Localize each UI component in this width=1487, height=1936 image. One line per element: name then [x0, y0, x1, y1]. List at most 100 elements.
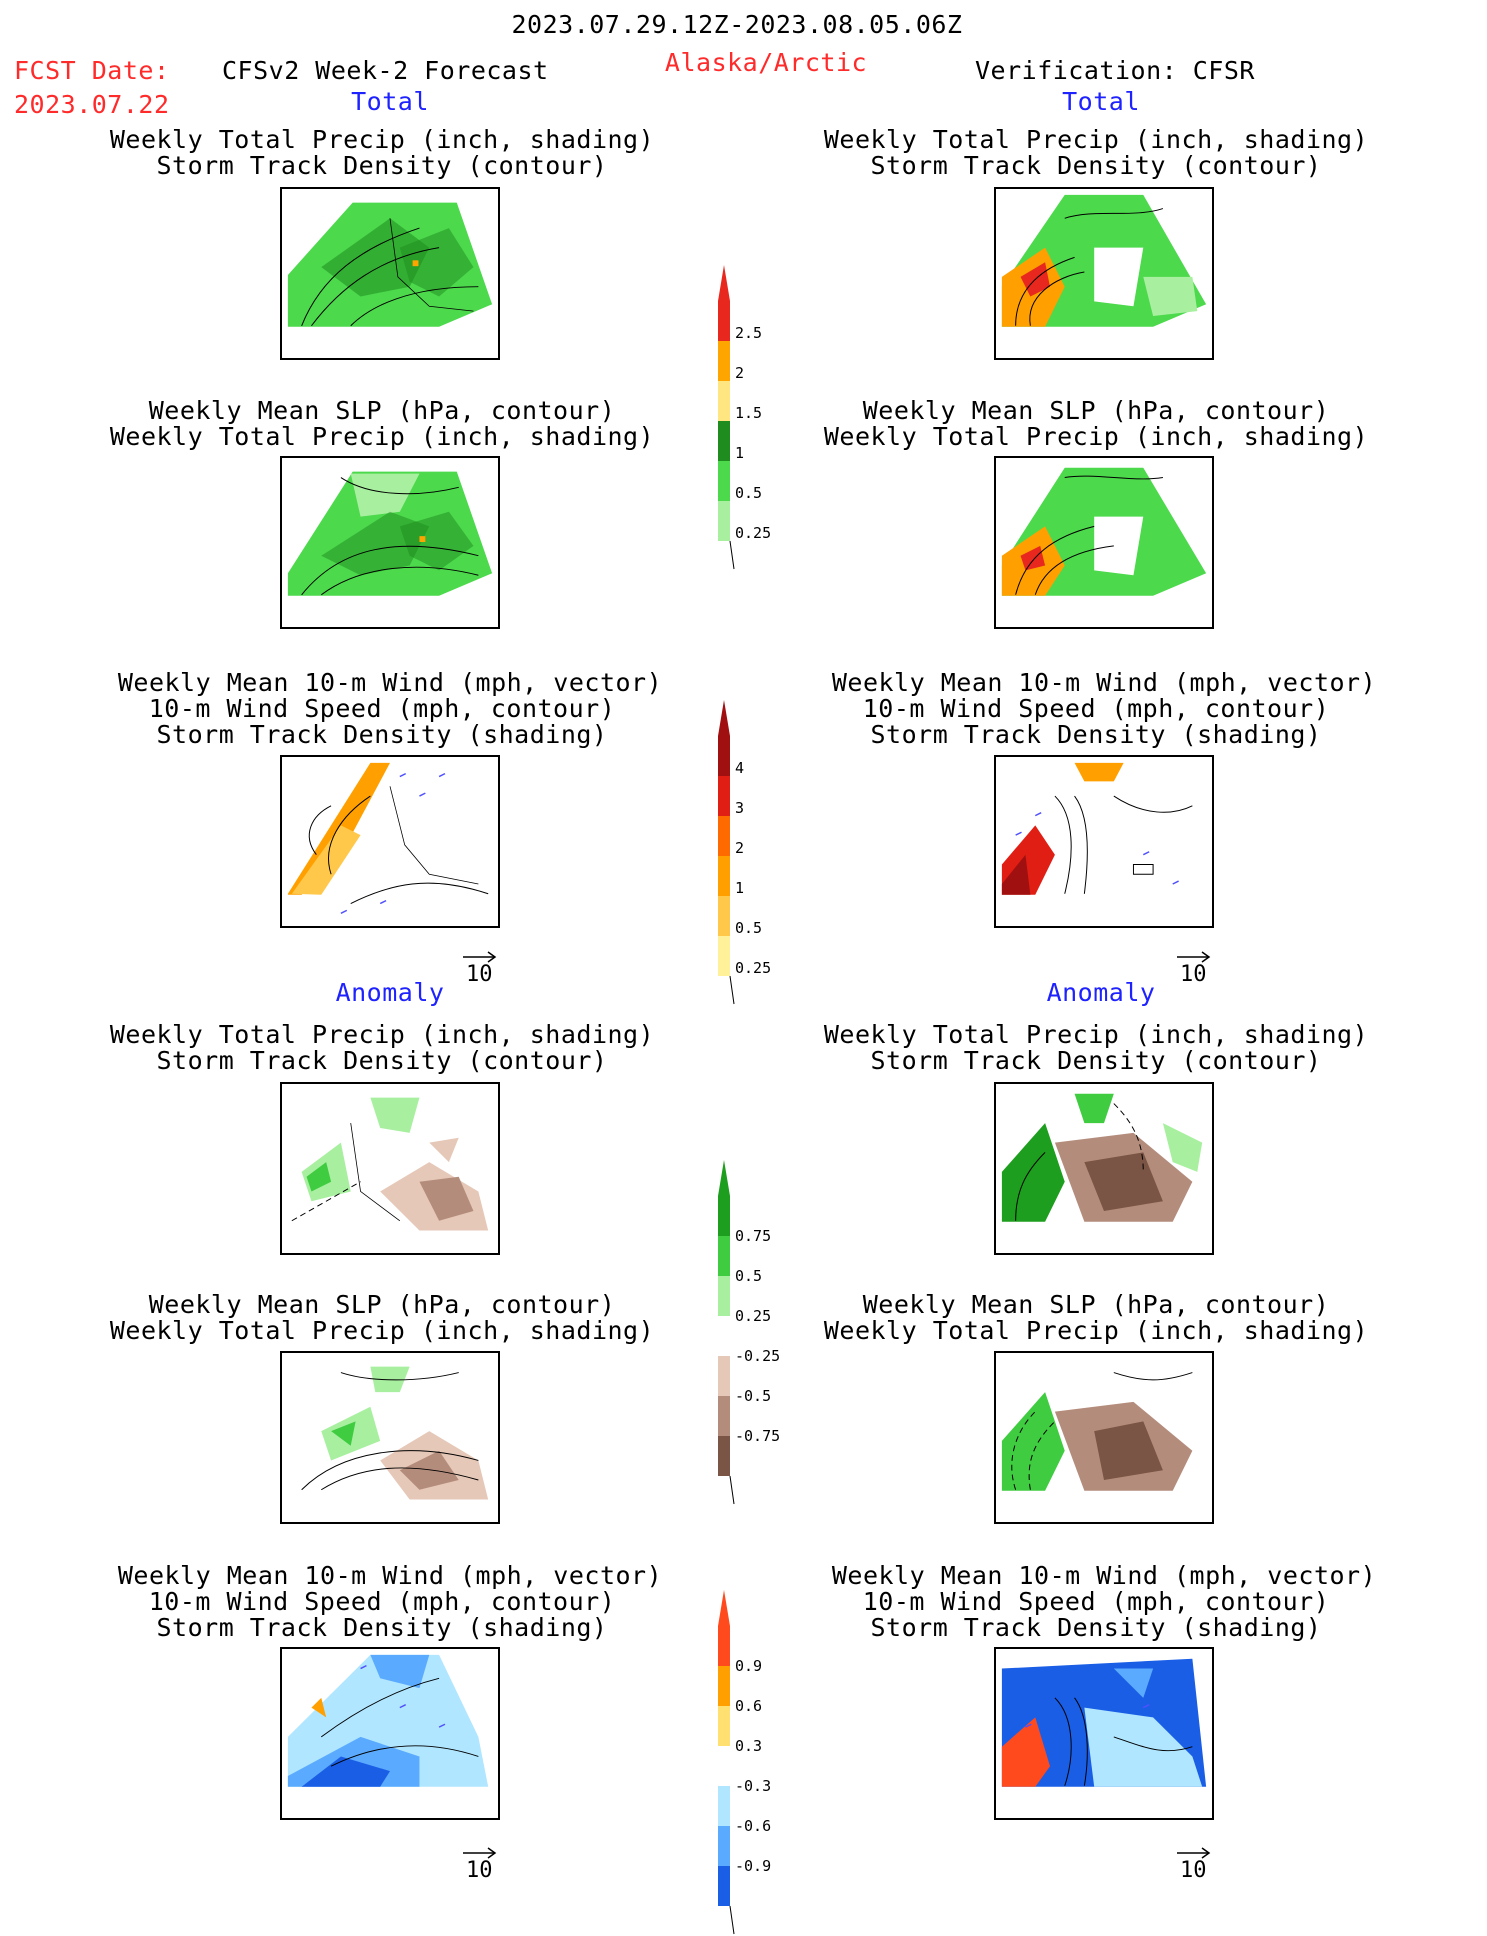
- anom_precip-colorbar-tick-0: 0.75: [735, 1227, 771, 1245]
- r6-title-2: 10-m Wind Speed (mph, contour): [862, 1587, 1330, 1616]
- colorbar-total-storm: 4 3 2 1 0.5 0.25: [718, 700, 828, 1006]
- map-verif-anom-precip-storm: [994, 1082, 1214, 1255]
- anom_precip-colorbar-segment-1: [718, 1236, 730, 1276]
- right-anomaly-label: Anomaly: [1046, 978, 1156, 1007]
- anom_storm-colorbar-segment-1: [718, 1666, 730, 1706]
- anom_precip-colorbar-segment-4: [718, 1356, 730, 1396]
- map-fcst-anom-precip-storm: [280, 1082, 500, 1255]
- anom_precip-colorbar-svg: 0.75 0.5 0.25 -0.25 -0.5 -0.75: [718, 1160, 780, 1505]
- total_precip-colorbar-segment-5: [718, 501, 730, 541]
- total_storm-colorbar-tick-4: 0.5: [735, 919, 762, 937]
- anom_precip-colorbar-segment-0: [718, 1196, 730, 1236]
- anom_storm-colorbar-segment-4: [718, 1786, 730, 1826]
- l5-title-1: Weekly Mean SLP (hPa, contour): [148, 1290, 616, 1319]
- map-fcst-total-slp-precip: [280, 456, 500, 629]
- total_precip-colorbar-segment-2: [718, 381, 730, 421]
- l1-title-1: Weekly Total Precip (inch, shading): [109, 125, 655, 154]
- anom_precip-colorbar-segment-3: [718, 1316, 730, 1356]
- r2-title-1: Weekly Mean SLP (hPa, contour): [862, 396, 1330, 425]
- total_precip-colorbar-tail: [729, 540, 735, 570]
- total_storm-colorbar-tick-0: 4: [735, 759, 744, 777]
- total_storm-colorbar-tick-5: 0.25: [735, 959, 771, 977]
- map-fcst-anom-wind-storm: [280, 1647, 500, 1820]
- total_precip-colorbar-tick-3: 1: [735, 444, 744, 462]
- vector-scale-label-2: 10: [1180, 962, 1207, 987]
- total_storm-colorbar-segment-4: [718, 896, 730, 936]
- total_precip-colorbar-tick-0: 2.5: [735, 324, 762, 342]
- r3-title-2: 10-m Wind Speed (mph, contour): [862, 694, 1330, 723]
- l2-title-2: Weekly Total Precip (inch, shading): [109, 422, 655, 451]
- l3-title-1: Weekly Mean 10-m Wind (mph, vector): [117, 668, 663, 697]
- anom_precip-colorbar-tick-1: 0.5: [735, 1267, 762, 1285]
- vector-scale-arrow-1: 10: [462, 950, 502, 990]
- r3-title-3: Storm Track Density (shading): [870, 720, 1322, 749]
- vector-scale-label-4: 10: [1180, 1858, 1207, 1883]
- l1-title-2: Storm Track Density (contour): [156, 151, 608, 180]
- total_precip-colorbar-svg: 2.5 2 1.5 1 0.5 0.25: [718, 265, 771, 570]
- fcst-date-label: FCST Date:: [14, 56, 170, 85]
- l5-title-2: Weekly Total Precip (inch, shading): [109, 1316, 655, 1345]
- map-fcst-total-wind-storm: [280, 755, 500, 928]
- map-verif-total-precip-storm: [994, 187, 1214, 360]
- r3-title-1: Weekly Mean 10-m Wind (mph, vector): [831, 668, 1377, 697]
- anom_storm-colorbar-tail: [729, 1905, 735, 1935]
- total_storm-colorbar-segment-2: [718, 816, 730, 856]
- r6-title-1: Weekly Mean 10-m Wind (mph, vector): [831, 1561, 1377, 1590]
- total_storm-colorbar-tail: [729, 975, 735, 1005]
- date-range-title: 2023.07.29.12Z-2023.08.05.06Z: [511, 10, 963, 39]
- r6-title-3: Storm Track Density (shading): [870, 1613, 1322, 1642]
- total_precip-colorbar-top-cap: [718, 265, 730, 301]
- anom_storm-colorbar-tick-2: 0.3: [735, 1737, 762, 1755]
- anom_storm-colorbar-segment-2: [718, 1706, 730, 1746]
- left-anomaly-label: Anomaly: [335, 978, 445, 1007]
- anom_storm-colorbar-segment-0: [718, 1626, 730, 1666]
- right-total-label: Total: [1062, 87, 1140, 116]
- anom_storm-colorbar-segment-6: [718, 1866, 730, 1906]
- l3-title-3: Storm Track Density (shading): [156, 720, 608, 749]
- total_storm-colorbar-tick-3: 1: [735, 879, 744, 897]
- total_storm-colorbar-segment-3: [718, 856, 730, 896]
- anom_storm-colorbar-tick-1: 0.6: [735, 1697, 762, 1715]
- r1-title-2: Storm Track Density (contour): [870, 151, 1322, 180]
- anom_storm-colorbar-segment-3: [718, 1746, 730, 1786]
- total_storm-colorbar-tick-2: 2: [735, 839, 744, 857]
- anom_storm-colorbar-tick-0: 0.9: [735, 1657, 762, 1675]
- anom_storm-colorbar-segment-5: [718, 1826, 730, 1866]
- anom_storm-colorbar-tick-4: -0.6: [735, 1817, 771, 1835]
- map-verif-anom-slp-precip: [994, 1351, 1214, 1524]
- anom_precip-colorbar-tick-2: 0.25: [735, 1307, 771, 1325]
- total_storm-colorbar-tick-1: 3: [735, 799, 744, 817]
- fcst-date-value: 2023.07.22: [14, 90, 170, 119]
- vector-scale-arrow-2: 10: [1176, 950, 1216, 990]
- total_storm-colorbar-segment-0: [718, 736, 730, 776]
- r2-title-2: Weekly Total Precip (inch, shading): [823, 422, 1369, 451]
- anom_precip-colorbar-segment-6: [718, 1436, 730, 1476]
- total_precip-colorbar-tick-1: 2: [735, 364, 744, 382]
- total_precip-colorbar-segment-3: [718, 421, 730, 461]
- colorbar-total-precip: 2.5 2 1.5 1 0.5 0.25: [718, 265, 828, 571]
- colorbar-anom-storm: 0.9 0.6 0.3 -0.3 -0.6 -0.9: [718, 1590, 828, 1936]
- vector-scale-arrow-3: 10: [462, 1846, 502, 1886]
- total_storm-colorbar-top-cap: [718, 700, 730, 736]
- total_precip-colorbar-tick-5: 0.25: [735, 524, 771, 542]
- total_storm-colorbar-segment-1: [718, 776, 730, 816]
- l4-title-1: Weekly Total Precip (inch, shading): [109, 1020, 655, 1049]
- anom_precip-colorbar-segment-2: [718, 1276, 730, 1316]
- vector-scale-arrow-4: 10: [1176, 1846, 1216, 1886]
- anom_storm-colorbar-tick-5: -0.9: [735, 1857, 771, 1875]
- r4-title-1: Weekly Total Precip (inch, shading): [823, 1020, 1369, 1049]
- total_storm-colorbar-svg: 4 3 2 1 0.5 0.25: [718, 700, 771, 1005]
- total_precip-colorbar-tick-4: 0.5: [735, 484, 762, 502]
- vector-scale-label-3: 10: [466, 1858, 493, 1883]
- total_storm-colorbar-segment-5: [718, 936, 730, 976]
- l4-title-2: Storm Track Density (contour): [156, 1046, 608, 1075]
- verification-title: Verification: CFSR: [975, 56, 1255, 85]
- anom_precip-colorbar-segment-5: [718, 1396, 730, 1436]
- anom_storm-colorbar-svg: 0.9 0.6 0.3 -0.3 -0.6 -0.9: [718, 1590, 771, 1935]
- anom_storm-colorbar-tick-3: -0.3: [735, 1777, 771, 1795]
- anom_precip-colorbar-tick-5: -0.75: [735, 1427, 780, 1445]
- anom_precip-colorbar-tail: [729, 1475, 735, 1505]
- total_precip-colorbar-tick-2: 1.5: [735, 404, 762, 422]
- model-title: CFSv2 Week-2 Forecast: [222, 56, 549, 85]
- colorbar-anom-precip: 0.75 0.5 0.25 -0.25 -0.5 -0.75: [718, 1160, 828, 1506]
